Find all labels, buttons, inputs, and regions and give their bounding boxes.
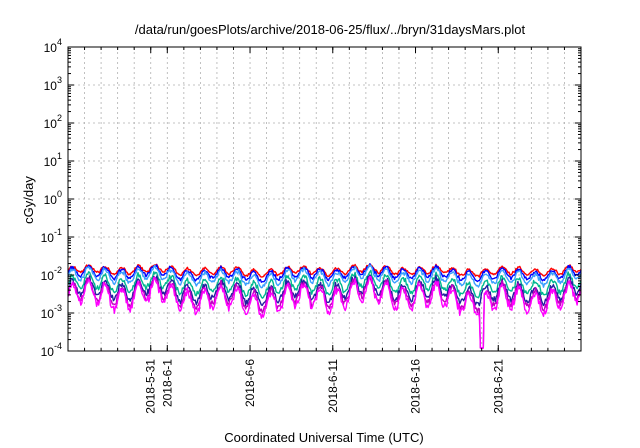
y-tick-label: 101: [44, 151, 62, 169]
grid-layer: [68, 47, 581, 351]
x-tick-label: 2018-6-11: [326, 359, 340, 413]
y-tick-label: 10-3: [41, 303, 62, 321]
chart-title: /data/run/goesPlots/archive/2018-06-25/f…: [135, 22, 526, 37]
plot-frame: [67, 46, 582, 352]
y-tick-label: 103: [44, 75, 62, 93]
series-line: [67, 275, 582, 349]
y-tick-labels: 10-4 10-3 10-2 10-1 100 101 102 103 104: [41, 37, 62, 359]
x-tick-label: 2018-6-21: [491, 359, 505, 414]
series-layer: [67, 263, 582, 349]
y-tick-label: 10-4: [41, 341, 62, 359]
series-line: [67, 269, 582, 299]
y-tick-label: 10-2: [41, 265, 62, 283]
y-tick-label: 10-1: [41, 227, 62, 245]
y-tick-label: 104: [44, 37, 62, 55]
x-tick-label: 2018-5-31: [144, 359, 158, 414]
y-tick-label: 100: [44, 189, 62, 207]
x-axis-label: Coordinated Universal Time (UTC): [224, 430, 423, 445]
series-line: [67, 264, 582, 289]
x-tick-label: 2018-6-16: [409, 359, 423, 414]
y-axis-label: cGy/day: [21, 176, 36, 224]
x-tick-labels: 2018-5-31 2018-6-1 2018-6-6 2018-6-11 2018-6…: [144, 359, 506, 414]
y-tick-label: 102: [44, 113, 62, 131]
x-tick-label: 2018-6-1: [160, 359, 174, 407]
x-tick-label: 2018-6-6: [243, 359, 257, 407]
